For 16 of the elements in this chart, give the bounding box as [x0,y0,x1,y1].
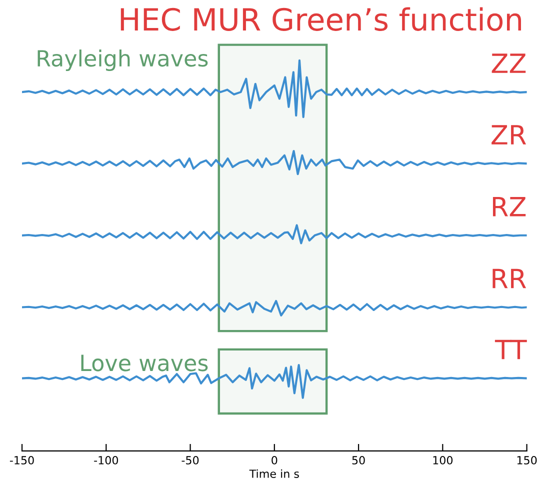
x-tick-label: -100 [94,456,118,464]
band-label: Rayleigh waves [38,50,208,72]
series-label: ZZ [492,54,526,73]
series-label: RR [492,268,526,288]
x-tick-label: 150 [517,456,537,464]
series-label: ZR [492,125,526,144]
x-axis-title: Time in s [249,469,299,478]
series-label: RZ [492,197,526,216]
x-tick-label: 100 [433,456,453,464]
series-label: TT [494,340,527,360]
x-tick-label: 50 [352,456,365,464]
x-tick-label: 0 [272,456,278,464]
x-tick-label: -150 [10,456,34,464]
chart-title: HEC MUR Green’s function [120,7,521,31]
x-tick-label: -50 [182,456,199,464]
band-label: Love waves [81,354,208,372]
